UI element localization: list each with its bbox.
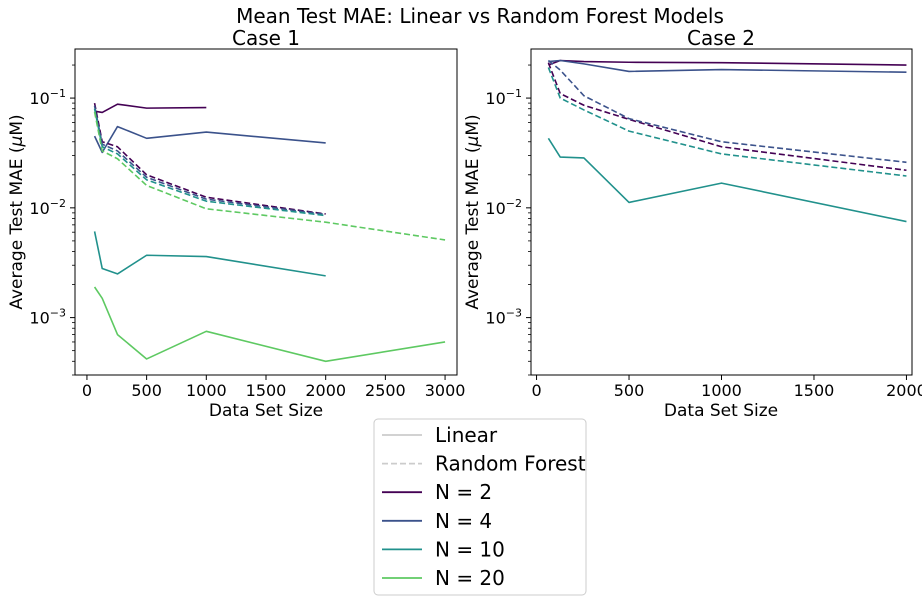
panel-case-2: Case 2 0 500 1000 1500 2000 10−3 10−2 10−1 Data… — [463, 26, 922, 421]
plot-area-case-1 — [93, 102, 446, 363]
y-axis-label-mu: μ — [463, 135, 483, 147]
y-axis-label-mu: μ — [7, 135, 27, 147]
panel-title: Case 1 — [232, 26, 300, 50]
x-tick-label: 2000 — [886, 381, 922, 400]
x-axis-label: Data Set Size — [664, 401, 778, 421]
legend-label-n-20: N = 20 — [435, 566, 505, 590]
x-tick-label: 1500 — [794, 381, 835, 400]
legend: Linear Random Forest N = 2 N = 4 N = 10 N = 2… — [373, 418, 587, 596]
x-tick-label: 1500 — [246, 381, 287, 400]
ticks-case-2: 0 500 1000 1500 2000 10−3 10−2 10−1 — [485, 64, 922, 400]
y-axis-label: Average Test MAE (μM) — [463, 114, 483, 309]
axes-frame — [74, 48, 458, 376]
legend-box — [373, 418, 587, 596]
series-line-n2-linear — [94, 103, 207, 114]
series-line-n2-random-forest — [547, 62, 907, 172]
legend-label-linear: Linear — [435, 423, 498, 447]
x-tick-label: 0 — [531, 381, 541, 400]
y-tick-label: 10−1 — [29, 87, 66, 108]
series-line-n10-linear — [547, 137, 907, 223]
x-tick-label: 1000 — [701, 381, 742, 400]
y-tick-label: 10−2 — [485, 197, 522, 218]
x-axis-label: Data Set Size — [209, 401, 323, 421]
legend-label-n-10: N = 10 — [435, 537, 505, 561]
figure-suptitle: Mean Test MAE: Linear vs Random Forest M… — [236, 4, 724, 28]
series-line-n2-random-forest — [93, 102, 326, 215]
series-line-n10-linear — [93, 231, 326, 277]
y-axis-label-suffix: M) — [7, 114, 27, 135]
series-line-n4-linear — [93, 125, 326, 154]
y-tick-label: 10−1 — [485, 87, 522, 108]
panel-title: Case 2 — [687, 26, 755, 50]
x-tick-label: 0 — [82, 381, 92, 400]
series-line-n20-linear — [93, 286, 446, 363]
x-tick-label: 500 — [131, 381, 162, 400]
x-tick-label: 2000 — [305, 381, 346, 400]
x-tick-label: 2500 — [365, 381, 406, 400]
legend-label-n-4: N = 4 — [435, 509, 492, 533]
panel-case-1: Case 1 0 500 1000 1500 2000 2500 3000 10−3 10−2 1… — [7, 26, 465, 421]
legend-label-n-2: N = 2 — [435, 480, 492, 504]
plot-area-case-2 — [547, 59, 907, 223]
ticks-case-1: 0 500 1000 1500 2000 2500 3000 10−3 10−2 10−1 — [29, 64, 466, 400]
legend-label-random-forest: Random Forest — [435, 452, 586, 476]
y-tick-label: 10−3 — [29, 307, 66, 328]
series-line-n4-random-forest — [547, 59, 907, 164]
y-axis-label-prefix: Average Test MAE ( — [7, 146, 27, 309]
series-line-n20-random-forest — [93, 111, 446, 241]
series-line-n10-random-forest — [547, 67, 907, 177]
x-tick-label: 500 — [614, 381, 645, 400]
y-tick-label: 10−2 — [29, 197, 66, 218]
series-line-n4-linear — [548, 59, 907, 74]
y-tick-label: 10−3 — [485, 307, 522, 328]
y-axis-label-prefix: Average Test MAE ( — [463, 146, 483, 309]
x-tick-label: 3000 — [425, 381, 466, 400]
y-axis-label: Average Test MAE (μM) — [7, 114, 27, 309]
legend-items: Linear Random Forest N = 2 N = 4 N = 10 N = 2… — [382, 423, 586, 590]
y-axis-label-suffix: M) — [463, 114, 483, 135]
series-line-n2-linear — [548, 59, 907, 66]
x-tick-label: 1000 — [186, 381, 227, 400]
